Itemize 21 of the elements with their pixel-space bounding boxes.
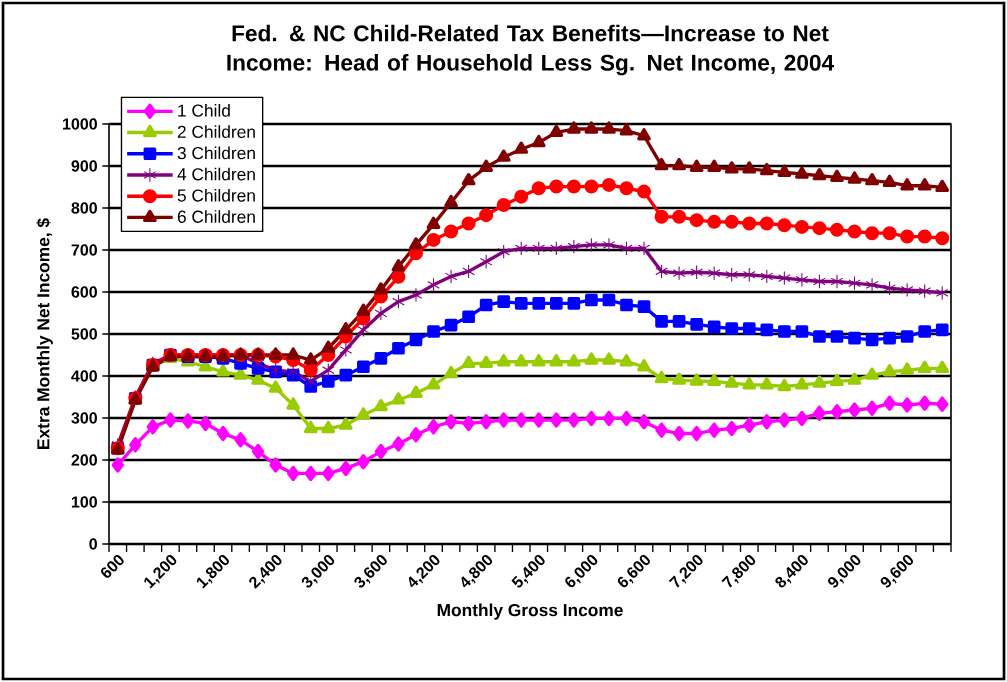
y-tick-label: 0 bbox=[89, 538, 97, 550]
chart-title: Fed. & NC Child-Related Tax Benefits—Increase to Net Income: Head of Household Less Sg. Net Income, 2004 bbox=[227, 24, 835, 76]
legend-label: 6 Children bbox=[177, 210, 255, 223]
x-axis-title: Monthly Gross Income bbox=[437, 603, 623, 620]
y-tick-label: 800 bbox=[71, 202, 97, 214]
y-tick-label: 600 bbox=[71, 286, 97, 298]
legend-label: 4 Children bbox=[177, 167, 255, 181]
y-tick-label: 300 bbox=[71, 412, 97, 424]
legend-label: 3 Children bbox=[177, 146, 255, 160]
x-tick-label: 600 bbox=[101, 554, 124, 578]
y-tick-label: 700 bbox=[71, 244, 97, 256]
y-tick-label: 1000 bbox=[63, 118, 97, 130]
legend-label: 2 Children bbox=[177, 125, 255, 138]
legend-label: 1 Child bbox=[178, 104, 230, 117]
y-tick-label: 900 bbox=[71, 160, 97, 172]
legend-label: 5 Children bbox=[177, 188, 255, 202]
y-tick-label: 100 bbox=[71, 496, 97, 508]
y-tick-label: 400 bbox=[71, 370, 97, 382]
y-tick-label: 500 bbox=[71, 328, 97, 340]
y-tick-label: 200 bbox=[71, 454, 97, 466]
y-axis-title: Extra Monthly Net Income, $ bbox=[36, 218, 53, 449]
